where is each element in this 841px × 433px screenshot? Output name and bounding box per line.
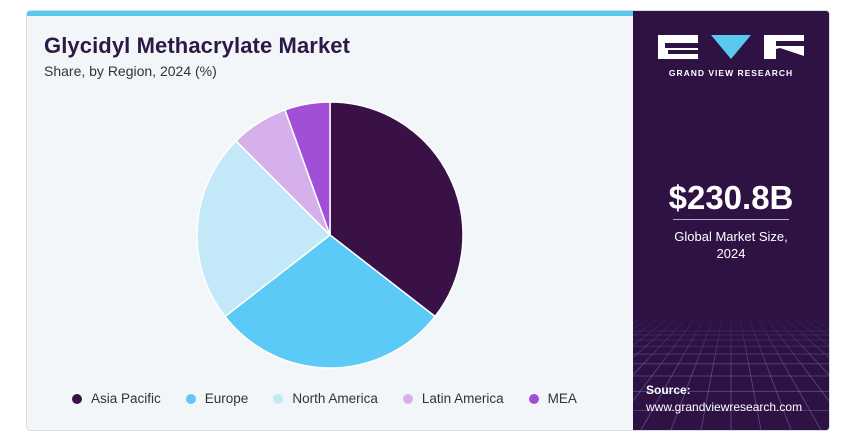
legend-label: MEA xyxy=(547,391,577,406)
divider xyxy=(673,219,789,220)
market-size-label-line1: Global Market Size, xyxy=(674,229,788,244)
chart-panel: Glycidyl Methacrylate Market Share, by R… xyxy=(27,11,633,430)
market-size-label-line2: 2024 xyxy=(716,246,746,261)
legend-dot-icon xyxy=(402,393,413,404)
legend-label: Asia Pacific xyxy=(91,391,161,406)
source-url[interactable]: www.grandviewresearch.com xyxy=(646,400,803,414)
legend-item: Europe xyxy=(185,391,249,406)
legend-dot-icon xyxy=(528,393,539,404)
pie-slice-north-america xyxy=(196,139,332,318)
summary-panel: GRAND VIEW RESEARCH $230.8B Global Marke… xyxy=(633,11,829,430)
decorative-grid xyxy=(633,311,829,430)
legend-dot-icon xyxy=(273,393,284,404)
legend-item: Asia Pacific xyxy=(72,391,161,406)
grand-view-research-logo xyxy=(658,35,804,59)
chart-card: Glycidyl Methacrylate Market Share, by R… xyxy=(26,10,830,431)
market-size-value: $230.8B xyxy=(668,179,794,216)
pie-slice-europe xyxy=(223,234,437,369)
chart-subtitle: Share, by Region, 2024 (%) xyxy=(44,63,217,79)
pie-chart xyxy=(196,101,464,369)
logo-text: GRAND VIEW RESEARCH xyxy=(668,68,794,78)
chart-legend: Asia Pacific Europe North America Latin Ame… xyxy=(72,391,602,406)
legend-label: Europe xyxy=(204,391,249,406)
legend-label: North America xyxy=(292,391,378,406)
legend-item: North America xyxy=(273,391,378,406)
legend-label: Latin America xyxy=(421,391,504,406)
legend-dot-icon xyxy=(72,393,82,404)
market-size-label: Global Market Size, 2024 xyxy=(633,228,829,262)
legend-item: MEA xyxy=(528,391,577,406)
legend-dot-icon xyxy=(185,393,196,404)
accent-bar xyxy=(27,11,633,16)
pie-slice-mea xyxy=(283,101,331,236)
source-label: Source: xyxy=(646,383,691,397)
legend-item: Latin America xyxy=(402,391,504,406)
chart-title: Glycidyl Methacrylate Market xyxy=(44,33,351,58)
pie-slice-asia-pacific xyxy=(329,101,464,318)
